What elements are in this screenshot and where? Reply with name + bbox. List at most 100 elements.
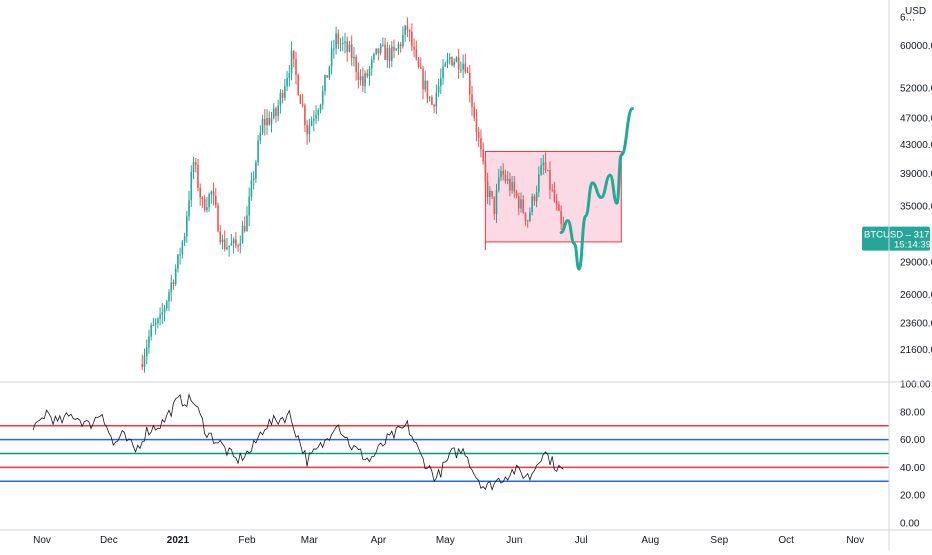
candle-body — [555, 200, 558, 205]
candle — [344, 32, 346, 54]
candle — [444, 61, 447, 68]
candle — [290, 41, 293, 81]
candle-body — [526, 220, 529, 222]
currency-label: USD — [905, 6, 926, 17]
candle-body — [317, 110, 320, 115]
candle-body — [235, 239, 237, 246]
price-axis[interactable]: 21600.00 23600.00 26000.00 29000.00 35000.00… — [862, 6, 932, 356]
candle-body — [319, 104, 322, 111]
candle — [201, 196, 204, 208]
rsi-tick-label: 80.00 — [900, 407, 925, 418]
candle-body — [341, 42, 344, 44]
candle — [288, 65, 291, 87]
candle-body — [313, 118, 315, 121]
candle — [542, 154, 545, 175]
candle-body — [368, 68, 371, 77]
candle-body — [462, 63, 464, 70]
time-axis[interactable]: Nov Dec 2021 Feb Mar Apr May Jun Jul Aug Sep Oct Nov — [33, 535, 864, 546]
candle-body — [165, 301, 168, 309]
candle-body — [181, 241, 184, 255]
candle-body — [509, 178, 511, 191]
candle-body — [290, 50, 293, 74]
candle-body — [551, 189, 554, 191]
candle — [522, 195, 525, 215]
candle-body — [426, 80, 429, 99]
candle-body — [482, 149, 484, 162]
candle — [446, 52, 449, 69]
candle-body — [333, 48, 335, 50]
candle-body — [350, 44, 353, 59]
candle — [199, 183, 201, 206]
candle-body — [515, 191, 518, 197]
price-pane — [141, 17, 634, 373]
candle-body — [161, 312, 164, 315]
rsi-axis[interactable]: 0.00 20.00 40.00 60.00 80.00 100.00 — [900, 380, 931, 530]
candle — [475, 109, 478, 142]
candle-body — [386, 48, 389, 60]
candle-body — [288, 73, 291, 78]
candle — [435, 84, 438, 115]
candle — [424, 70, 427, 93]
candle-body — [411, 31, 413, 47]
candle-body — [502, 170, 504, 175]
candle — [301, 94, 304, 108]
candle — [504, 169, 507, 184]
candle — [248, 187, 251, 227]
candle-body — [408, 30, 411, 32]
candle — [540, 158, 542, 176]
candle — [535, 185, 538, 208]
candle — [533, 194, 536, 206]
candle-body — [437, 85, 440, 93]
candle — [246, 206, 248, 232]
candle — [558, 201, 560, 212]
candle — [275, 106, 277, 123]
candle — [188, 190, 190, 222]
candle — [174, 264, 177, 287]
candle — [546, 169, 549, 172]
candle — [348, 40, 351, 53]
candle-body — [255, 162, 257, 179]
candle — [223, 230, 226, 252]
candle — [388, 44, 391, 69]
candle-body — [330, 48, 333, 67]
candle-body — [223, 239, 226, 250]
candle — [208, 192, 210, 212]
candle-body — [275, 108, 277, 116]
candle — [399, 41, 402, 53]
candle — [243, 216, 246, 233]
candle-body — [163, 308, 166, 313]
candle-body — [297, 74, 300, 95]
candle-body — [402, 34, 404, 47]
candle — [295, 51, 297, 85]
candle-body — [524, 212, 527, 221]
candle-body — [241, 225, 244, 244]
candle — [359, 69, 362, 86]
candle — [168, 289, 170, 312]
candle-body — [533, 196, 536, 202]
candle — [489, 186, 491, 206]
candle-body — [228, 245, 230, 248]
candle — [339, 37, 342, 52]
candle — [431, 95, 433, 106]
candle-body — [480, 137, 482, 150]
price-tick-label: 35000.00 — [900, 201, 932, 212]
rsi-line — [32, 393, 564, 492]
candle — [317, 108, 320, 122]
candle — [549, 161, 551, 200]
candle — [457, 48, 460, 79]
candle — [250, 172, 253, 201]
candle — [272, 103, 275, 120]
candle — [480, 129, 482, 158]
candle-body — [217, 205, 219, 232]
candle-body — [404, 25, 406, 35]
candle-body — [221, 239, 224, 243]
time-tick-label: Nov — [846, 535, 864, 546]
time-tick-label: Feb — [238, 535, 256, 546]
candle — [190, 165, 193, 207]
rsi-tick-label: 100.00 — [900, 380, 931, 391]
price-tick-label: 39000.00 — [900, 169, 932, 180]
candle-body — [232, 239, 235, 244]
candle — [544, 152, 547, 174]
candle — [462, 54, 464, 78]
